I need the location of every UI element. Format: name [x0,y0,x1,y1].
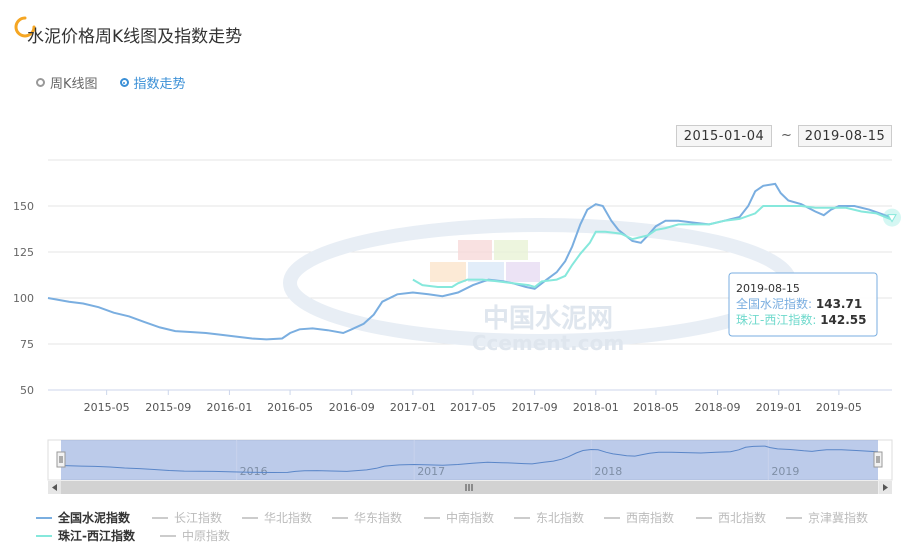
legend-swatch [152,516,168,519]
legend-item[interactable]: 京津冀指数 [786,509,868,526]
legend-swatch [696,516,712,519]
x-axis: 2015-05 2015-09 2016-01 2016-05 2016-09 2017-… [84,390,862,414]
legend-label: 西南指数 [626,511,675,525]
tooltip-row-zhujiang: 珠江-西江指数: 142.55 [736,312,867,327]
legend-swatch [786,516,802,519]
legend-label: 中原指数 [182,529,231,543]
navigator-right-handle[interactable] [873,451,883,468]
arrow-left-icon [52,484,57,491]
legend-label: 全国水泥指数 [58,511,131,525]
date-to-input[interactable]: 2019-08-15 [798,125,892,147]
legend-item[interactable]: 长江指数 [152,509,222,526]
x-tick-label: 2015-09 [145,401,191,414]
navigator-year-label: 2018 [594,465,622,478]
scroll-left-button[interactable] [48,481,61,494]
legend-label: 华东指数 [354,511,403,525]
watermark: 中国水泥网 Ccement.com [283,218,797,355]
logo-ring-icon [14,16,36,38]
series-line-1 [412,205,893,289]
mode-label: 周K线图 [50,77,98,92]
y-tick-label: 125 [13,246,34,259]
x-tick-label: 2016-01 [206,401,252,414]
y-axis: 50 75 100 125 150 [13,200,34,397]
x-tick-label: 2018-09 [695,401,741,414]
triangle-marker-icon [887,214,897,223]
x-tick-label: 2018-01 [573,401,619,414]
legend-item[interactable]: 中南指数 [424,509,494,526]
legend-swatch [424,516,440,519]
range-navigator[interactable]: 2016 2017 2018 2019 [47,439,893,494]
legend-swatch [514,516,530,519]
legend-label: 珠江-西江指数 [58,529,135,543]
legend-label: 东北指数 [536,511,585,525]
tooltip-series-name: 珠江-西江指数 [736,312,812,327]
legend-item[interactable]: 东北指数 [514,509,584,526]
legend-item[interactable]: 全国水泥指数 [36,509,130,526]
legend-label: 华北指数 [264,511,313,525]
radio-selected-icon [119,78,129,87]
x-tick-label: 2016-05 [267,401,313,414]
y-tick-label: 50 [20,384,34,397]
legend-item[interactable]: 西南指数 [604,509,674,526]
tooltip: 2019-08-15 全国水泥指数: 143.71 珠江-西江指数: 142.5… [728,272,878,337]
legend-label: 中南指数 [446,511,495,525]
watermark-cn: 中国水泥网 [483,304,613,334]
tooltip-date: 2019-08-15 [736,282,800,295]
legend-swatch [36,516,52,519]
tooltip-value: 142.55 [820,313,866,327]
mode-index-trend[interactable]: 指数走势 [119,73,186,92]
tooltip-series-name: 全国水泥指数 [736,296,808,311]
x-tick-label: 2019-05 [816,401,862,414]
legend-swatch [242,516,258,519]
mode-label: 指数走势 [133,77,186,92]
navigator-year-labels: 2016 2017 2018 2019 [236,440,799,480]
legend-item[interactable]: 华东指数 [332,509,402,526]
x-tick-label: 2017-05 [450,401,496,414]
y-tick-label: 100 [13,292,34,305]
radio-icon [36,78,45,87]
scrollbar-grip-icon [465,484,473,491]
tooltip-value: 143.71 [816,297,862,311]
legend-swatch [36,534,52,537]
series-lines [47,182,893,341]
series-line-0 [47,182,893,341]
legend-label: 京津冀指数 [808,511,869,525]
navigator-selection[interactable] [61,440,878,480]
x-tick-label: 2016-09 [329,401,375,414]
legend-label: 长江指数 [174,511,223,525]
mode-weekly-kline[interactable]: 周K线图 [36,73,98,92]
legend-label: 西北指数 [718,511,767,525]
hover-marker [883,208,901,227]
navigator-year-label: 2016 [240,465,268,478]
legend-item[interactable]: 珠江-西江指数 [36,527,135,544]
legend-item[interactable]: 西北指数 [696,509,766,526]
navigator-year-label: 2017 [417,465,445,478]
x-tick-label: 2019-01 [756,401,802,414]
legend-swatch [604,516,620,519]
y-tick-label: 75 [20,338,34,351]
x-tick-label: 2017-09 [512,401,558,414]
navigator-year-label: 2019 [771,465,799,478]
tooltip-row-national: 全国水泥指数: 143.71 [736,296,862,311]
range-separator: ~ [781,128,792,143]
legend-swatch [332,516,348,519]
scroll-right-button[interactable] [879,481,892,494]
legend-item[interactable]: 华北指数 [242,509,312,526]
legend-swatch [160,534,176,537]
arrow-right-icon [883,484,888,491]
view-mode-toggle: 周K线图 指数走势 [36,73,186,92]
x-tick-label: 2015-05 [84,401,130,414]
page-title: 水泥价格周K线图及指数走势 [27,27,243,47]
navigator-left-handle[interactable] [56,451,66,468]
date-from-input[interactable]: 2015-01-04 [676,125,772,147]
x-tick-label: 2018-05 [633,401,679,414]
x-tick-label: 2017-01 [390,401,436,414]
watermark-en: Ccement.com [472,331,624,355]
legend-item[interactable]: 中原指数 [160,527,230,544]
navigator-series-line [60,445,879,474]
y-tick-label: 150 [13,200,34,213]
